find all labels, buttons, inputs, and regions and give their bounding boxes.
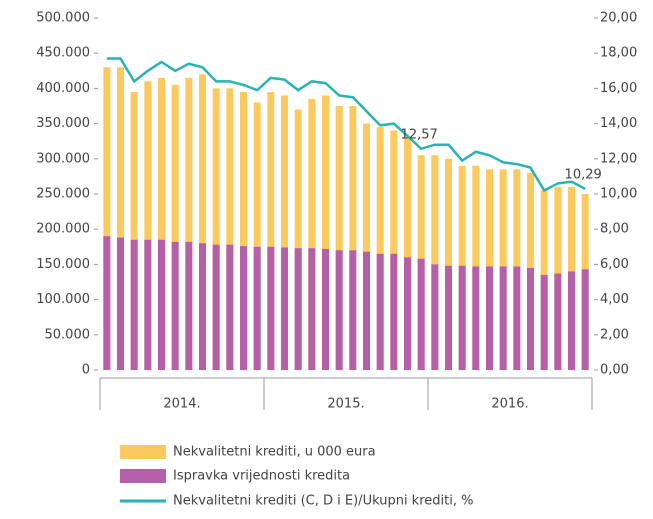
y-tick-label: 100.000 xyxy=(36,292,90,307)
bar xyxy=(404,257,411,370)
bar xyxy=(335,250,343,370)
y-tick-label: 300.000 xyxy=(36,151,90,166)
bar xyxy=(240,246,247,370)
bar xyxy=(294,109,302,371)
y2-tick-label: 6,00 xyxy=(600,257,629,272)
bar xyxy=(171,241,179,370)
bar xyxy=(212,88,220,371)
bar xyxy=(226,244,234,370)
bar xyxy=(281,95,288,370)
bar xyxy=(144,239,152,370)
y2-tick-label: 16,00 xyxy=(600,81,637,96)
bar xyxy=(199,74,206,370)
y2-tick-label: 14,00 xyxy=(600,116,637,131)
y-tick-label: 400.000 xyxy=(36,81,90,96)
bar xyxy=(308,98,316,371)
bar xyxy=(335,106,343,370)
bar xyxy=(158,239,165,370)
y2-tick-label: 2,00 xyxy=(600,327,629,342)
bar xyxy=(445,158,452,370)
bar xyxy=(390,130,398,370)
bar xyxy=(431,264,439,370)
bar xyxy=(117,237,124,370)
data-label: 10,29 xyxy=(565,167,602,182)
bar xyxy=(581,269,589,370)
y2-tick-label: 0,00 xyxy=(600,363,629,378)
bar xyxy=(308,248,316,370)
bar xyxy=(417,258,425,370)
data-label: 12,57 xyxy=(401,127,438,142)
bar xyxy=(472,266,480,370)
y-tick-label: 250.000 xyxy=(36,187,90,202)
bar xyxy=(363,123,370,370)
y2-tick-label: 12,00 xyxy=(600,151,637,166)
legend-swatch xyxy=(120,469,166,483)
bar xyxy=(540,274,548,370)
bar xyxy=(185,77,193,370)
bar xyxy=(322,248,329,370)
bar xyxy=(158,77,165,370)
bar xyxy=(199,243,206,370)
bar xyxy=(363,251,370,370)
bar xyxy=(130,239,138,370)
bar xyxy=(130,91,138,371)
x-group-label: 2015. xyxy=(327,397,364,412)
legend-label: Ispravka vrijednosti kredita xyxy=(173,469,350,484)
bar xyxy=(499,266,507,370)
bar xyxy=(486,266,493,370)
y-tick-label: 150.000 xyxy=(36,257,90,272)
legend-swatch xyxy=(120,445,166,459)
bar xyxy=(349,250,357,370)
bar xyxy=(431,155,439,370)
bar xyxy=(171,84,179,370)
bar xyxy=(103,67,111,370)
y-tick-label: 500.000 xyxy=(36,11,90,26)
bar xyxy=(445,265,452,370)
bar xyxy=(349,106,357,370)
bar xyxy=(103,236,111,370)
bar xyxy=(390,253,398,370)
x-group-label: 2016. xyxy=(491,397,528,412)
bar xyxy=(404,137,411,370)
y-tick-label: 0 xyxy=(82,363,90,378)
bar xyxy=(527,267,534,370)
bar xyxy=(117,67,124,370)
y2-tick-label: 10,00 xyxy=(600,187,637,202)
x-group-label: 2014. xyxy=(163,397,200,412)
bar xyxy=(568,271,575,370)
bar xyxy=(294,248,302,370)
y2-tick-label: 20,00 xyxy=(600,11,637,26)
bar xyxy=(513,266,521,370)
bar xyxy=(376,127,384,371)
line xyxy=(106,57,586,193)
bar xyxy=(554,273,562,370)
bar xyxy=(144,81,152,371)
bar xyxy=(226,88,234,371)
bar xyxy=(267,246,275,370)
bar xyxy=(253,246,261,370)
bar xyxy=(267,91,275,371)
bar xyxy=(240,91,247,371)
y2-tick-label: 8,00 xyxy=(600,222,629,237)
bar xyxy=(281,247,288,370)
bar xyxy=(376,253,384,370)
bar xyxy=(212,244,220,370)
legend-label: Nekvalitetni krediti, u 000 eura xyxy=(173,445,376,460)
legend-label: Nekvalitetni krediti (C, D i E)/Ukupni k… xyxy=(173,494,473,509)
y-tick-label: 50.000 xyxy=(45,327,91,342)
y2-tick-label: 18,00 xyxy=(600,46,637,61)
bar xyxy=(185,241,193,370)
y-tick-label: 350.000 xyxy=(36,116,90,131)
y2-tick-label: 4,00 xyxy=(600,292,629,307)
bar xyxy=(253,102,261,370)
bar xyxy=(322,95,329,370)
y-tick-label: 200.000 xyxy=(36,222,90,237)
y-tick-label: 450.000 xyxy=(36,46,90,61)
bar xyxy=(458,265,466,370)
